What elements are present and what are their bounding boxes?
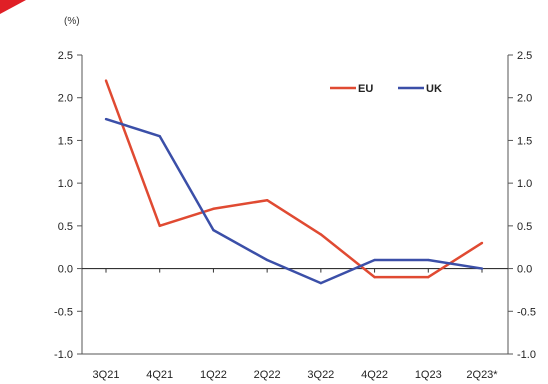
y-tick-label-left: 0.0	[58, 264, 73, 276]
y-tick-label-left: -0.5	[54, 306, 73, 318]
unit-label: (%)	[64, 16, 80, 27]
data-point-eu	[480, 241, 484, 245]
data-point-uk	[319, 281, 323, 285]
data-point-eu	[265, 199, 269, 202]
y-tick-label-left: 0.5	[58, 221, 73, 233]
legend-uk-label: UK	[426, 83, 442, 95]
legend: EU UK	[330, 83, 442, 95]
x-ticks: 3Q21 4Q21 1Q22 2Q22 3Q22 4Q22 1Q23 2Q23*	[93, 268, 498, 381]
x-tick-label: 4Q22	[361, 369, 388, 381]
data-point-eu	[427, 275, 430, 279]
data-point-eu	[212, 207, 215, 210]
header-accent-triangle	[0, 0, 26, 14]
series-line-eu	[104, 80, 483, 279]
series-lines	[104, 79, 484, 285]
data-point-uk	[212, 228, 215, 232]
x-tick-label: 2Q22	[254, 369, 281, 381]
data-point-uk	[104, 117, 108, 121]
y-tick-label-left: 1.0	[58, 178, 73, 190]
y-tick-label-left: 2.0	[58, 93, 73, 105]
x-tick-label: 1Q23	[415, 369, 442, 381]
y-tick-label-right: 2.0	[517, 93, 532, 105]
data-point-eu	[319, 233, 323, 236]
data-point-eu	[104, 79, 108, 82]
x-tick-label: 1Q22	[200, 369, 227, 381]
y-tick-label-right: 1.5	[517, 135, 532, 147]
y-tick-label-left: 1.5	[58, 135, 73, 147]
x-tick-label: 3Q21	[93, 369, 120, 381]
y-tick-label-right: -1.0	[517, 349, 536, 361]
y-tick-label-left: -1.0	[54, 349, 73, 361]
data-point-uk	[427, 258, 430, 262]
y-tick-label-right: 0.0	[517, 264, 532, 276]
right-y-ticks: 2.5 2.0 1.5 1.0 0.5 0.0 -0.5 -1.0	[508, 50, 536, 361]
y-tick-label-left: 2.5	[58, 50, 73, 62]
left-y-ticks: 2.5 2.0 1.5 1.0 0.5 0.0 -0.5 -1.0	[54, 50, 82, 361]
series-line-uk	[105, 117, 483, 285]
data-point-uk	[158, 134, 161, 138]
y-tick-label-right: 1.0	[517, 178, 532, 190]
x-tick-label: 3Q22	[307, 369, 334, 381]
data-point-uk	[265, 258, 269, 262]
legend-eu-label: EU	[358, 83, 373, 95]
data-point-eu	[158, 224, 161, 228]
data-point-eu	[373, 275, 376, 279]
y-tick-label-right: -0.5	[517, 306, 536, 318]
data-point-uk	[373, 258, 376, 262]
data-point-uk	[480, 267, 484, 270]
x-tick-label: 4Q21	[146, 369, 173, 381]
y-tick-label-right: 0.5	[517, 221, 532, 233]
x-tick-label: 2Q23*	[466, 369, 498, 381]
y-tick-label-right: 2.5	[517, 50, 532, 62]
